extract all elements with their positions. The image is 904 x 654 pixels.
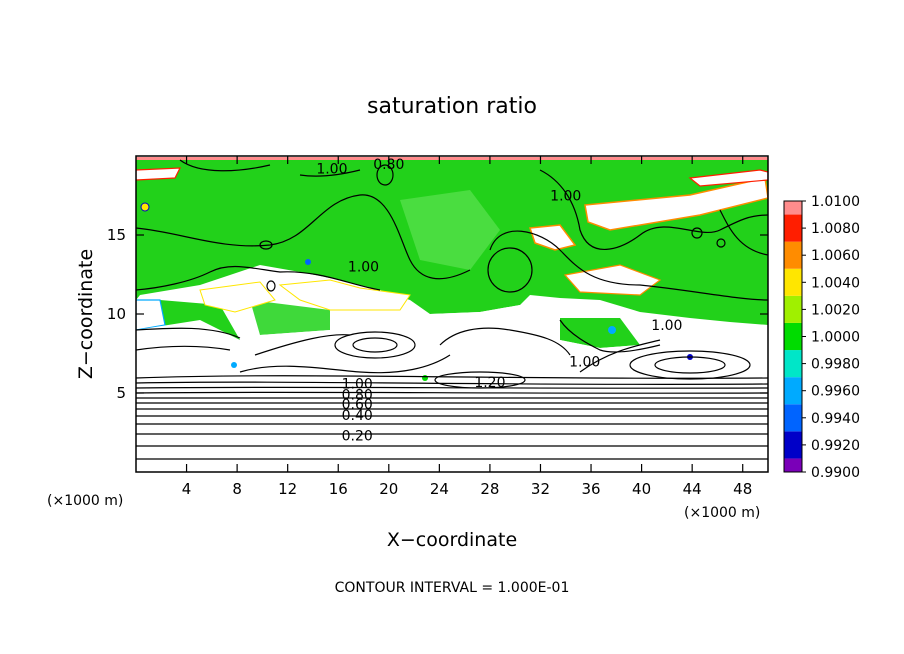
colorbar-label: 1.0100 [811,194,860,210]
colorbar-swatch [784,377,802,405]
contour-label: 1.00 [316,162,347,178]
colorbar-label: 0.9960 [811,384,860,400]
x-tick-label: 40 [632,480,651,498]
colorbar: 0.9900 0.9920 0.9940 0.9960 0.9980 1.0000 1.00… [783,194,860,481]
x-tick-label: 12 [278,480,297,498]
colorbar-swatch [784,404,802,432]
x-axis: 4 8 12 16 20 24 28 32 36 40 44 48 [182,156,752,498]
x-tick-label: 4 [182,480,192,498]
colorbar-swatch [784,241,802,269]
contour-label: 1.20 [474,375,505,391]
contour-label: 1.00 [550,189,581,205]
contour-label: 0.20 [342,429,373,445]
colorbar-swatch [784,295,802,323]
colorbar-label: 0.9900 [811,465,860,481]
contour-label: 1.00 [651,318,682,334]
colorbar-label: 1.0000 [811,330,860,346]
y-tick-label: 15 [107,226,126,244]
colorbar-label: 1.0080 [811,221,860,237]
colorbar-swatch [784,458,802,472]
contour-interval-note: CONTOUR INTERVAL = 1.000E-01 [335,580,570,596]
x-tick-label: 32 [531,480,550,498]
x-tick-label: 48 [733,480,752,498]
y-tick-label: 5 [116,384,126,402]
colorbar-swatch [784,201,802,215]
colorbar-label: 0.9940 [811,411,860,427]
colorbar-swatch [784,214,802,242]
y-axis-label: Z−coordinate [75,249,97,379]
colorbar-label: 1.0020 [811,302,860,318]
colorbar-swatch [784,322,802,351]
x-tick-label: 16 [329,480,348,498]
contour-label: 0.80 [342,388,373,404]
x-tick-label: 36 [581,480,600,498]
contour-label: 0.60 [342,397,373,413]
x-unit-left: (×1000 m) [47,493,123,509]
chart-title: saturation ratio [367,94,537,119]
colorbar-swatch [784,431,802,459]
x-tick-label: 28 [480,480,499,498]
colorbar-swatch [784,350,802,378]
contour-label: 0.80 [373,157,404,173]
y-axis: 5 10 15 [107,226,768,402]
contour-labels: 1.00 0.801.001.001.001.001.201.000.800.60… [316,157,682,445]
x-tick-label: 44 [683,480,702,498]
plot-field: 1.00 0.801.001.001.001.001.201.000.800.60… [136,156,768,472]
colorbar-label: 1.0040 [811,275,860,291]
contour-label: 1.00 [348,260,379,276]
x-unit-right: (×1000 m) [684,505,760,521]
contour-label: 0.40 [342,408,373,424]
colorbar-label: 1.0060 [811,248,860,264]
x-tick-label: 8 [232,480,242,498]
colorbar-label: 0.9980 [811,357,860,373]
colorbar-swatch [784,268,802,296]
y-tick-label: 10 [107,305,126,323]
x-tick-label: 24 [430,480,449,498]
contour-label: 1.00 [569,354,600,370]
colorbar-label: 0.9920 [811,438,860,454]
x-tick-label: 20 [379,480,398,498]
x-axis-label: X−coordinate [387,529,517,551]
contour-label: 1.00 [342,377,373,393]
